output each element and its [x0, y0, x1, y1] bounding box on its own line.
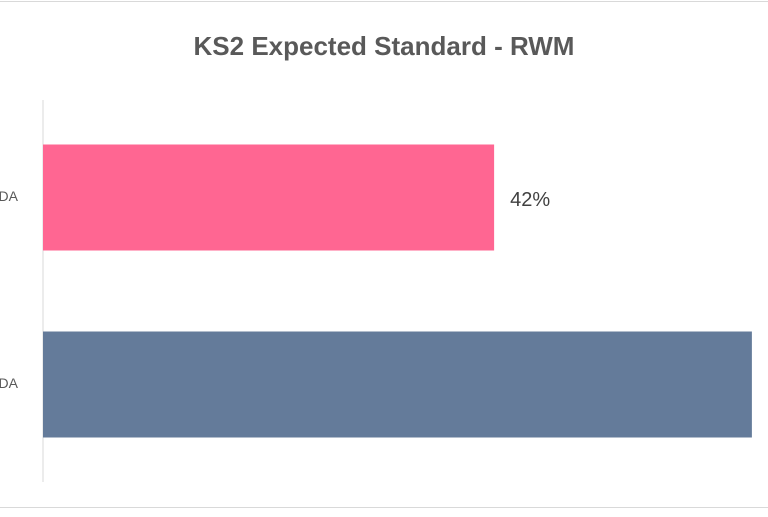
chart-title: KS2 Expected Standard - RWM	[194, 31, 575, 61]
y-tick-label: DA	[0, 375, 19, 391]
bar	[43, 331, 752, 438]
bar	[43, 144, 495, 251]
y-tick-label: DA	[0, 188, 19, 204]
value-label: 42%	[510, 189, 550, 211]
